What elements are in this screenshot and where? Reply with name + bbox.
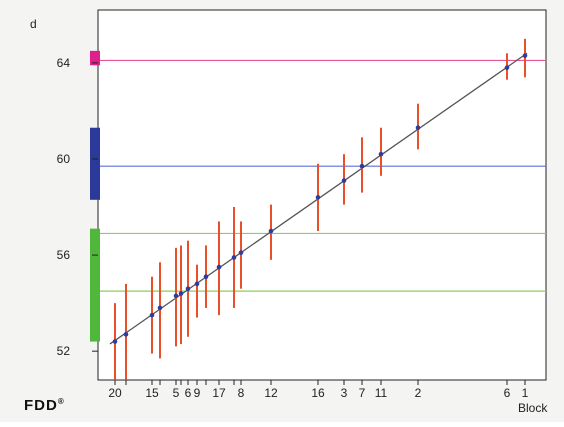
brand-logo: FDD®: [24, 397, 65, 414]
x-tick-label: 11: [375, 386, 388, 400]
data-point: [269, 229, 274, 234]
x-tick-label: 12: [264, 386, 278, 400]
y-tick-label: 56: [57, 248, 71, 262]
data-point: [179, 291, 184, 296]
y-axis-label: d: [30, 17, 37, 31]
data-point: [113, 339, 118, 344]
x-tick-label: 6: [504, 386, 511, 400]
range-bar-green: [90, 229, 100, 342]
x-tick-label: 16: [311, 386, 325, 400]
y-tick-label: 60: [57, 152, 71, 166]
y-tick-label: 64: [57, 56, 71, 70]
x-tick-label: 9: [194, 386, 201, 400]
x-tick-label: 6: [185, 386, 192, 400]
data-point: [505, 65, 510, 70]
y-tick-label: 52: [57, 344, 71, 358]
data-point: [150, 313, 155, 318]
data-point: [416, 125, 421, 130]
data-point: [232, 255, 237, 260]
data-point: [174, 294, 179, 299]
x-tick-label: 2: [415, 386, 422, 400]
x-tick-label: 20: [108, 386, 122, 400]
x-tick-label: 8: [238, 386, 245, 400]
x-tick-label: 3: [341, 386, 348, 400]
x-axis-label: Block: [518, 401, 548, 415]
data-point: [360, 164, 365, 169]
data-point: [186, 286, 191, 291]
data-point: [158, 306, 163, 311]
range-bar-blue: [90, 128, 100, 200]
data-point: [523, 53, 528, 58]
data-point: [217, 265, 222, 270]
data-point: [379, 152, 384, 157]
brand-logo-mark: ®: [58, 397, 65, 406]
x-tick-label: 15: [145, 386, 159, 400]
data-point: [239, 250, 244, 255]
brand-logo-text: FDD: [24, 397, 58, 414]
data-point: [316, 195, 321, 200]
data-point: [204, 274, 209, 279]
plot-area: [98, 10, 546, 380]
x-tick-label: 7: [359, 386, 366, 400]
data-point: [342, 178, 347, 183]
x-axis-ticks: 20 15 5 6 9 17 8 12 16 3 7 11 2 6 1: [108, 380, 528, 400]
data-point: [195, 282, 200, 287]
x-tick-label: 5: [173, 386, 180, 400]
x-tick-label: 1: [522, 386, 529, 400]
data-point: [124, 332, 129, 337]
x-tick-label: 17: [212, 386, 226, 400]
